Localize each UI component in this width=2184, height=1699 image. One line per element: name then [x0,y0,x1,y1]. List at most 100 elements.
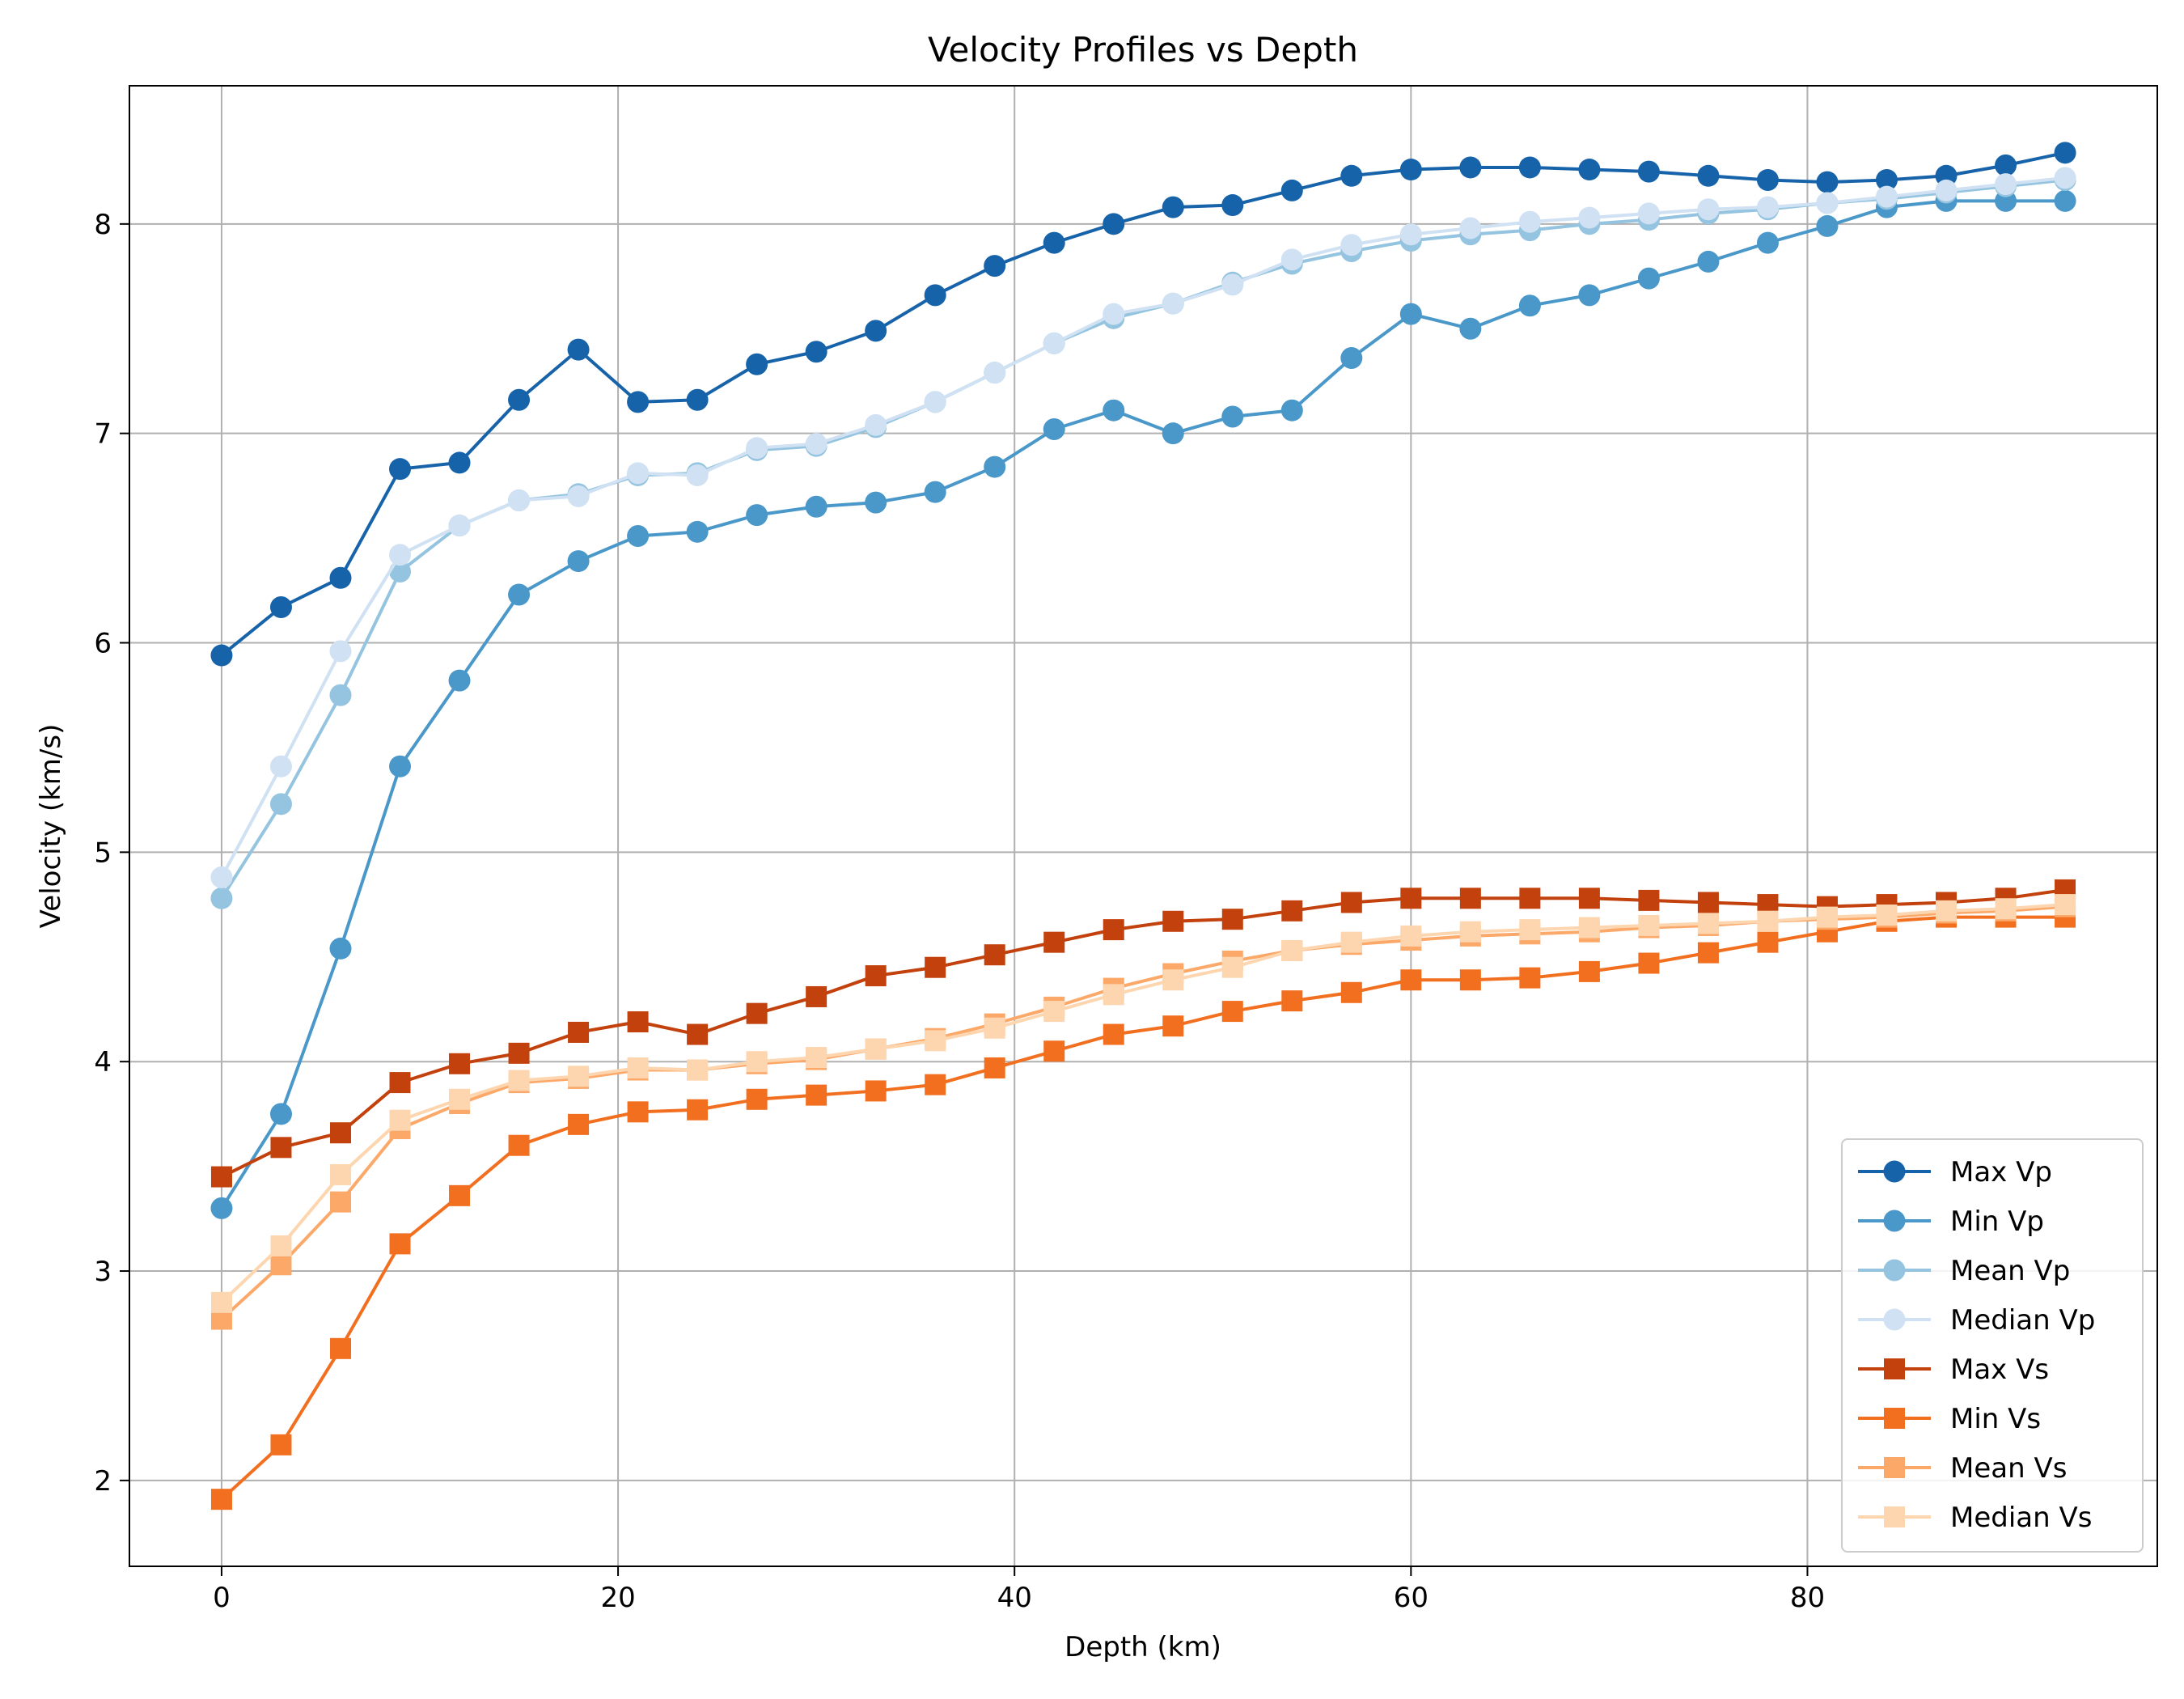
data-point [1162,422,1184,445]
data-point [627,462,650,485]
data-point [210,644,233,667]
data-point [865,491,887,514]
data-point [1875,185,1898,208]
data-point [449,1184,471,1206]
data-point [1103,213,1125,235]
legend-item: Mean Vp [1858,1255,2070,1287]
data-point [1578,284,1601,307]
data-point [746,1002,768,1024]
data-point [1637,202,1660,225]
data-point [627,1101,649,1123]
legend-swatch-marker [1884,1506,1905,1527]
data-point [1340,892,1362,913]
data-point [805,341,827,363]
data-point [1221,273,1244,296]
data-point [925,956,946,978]
y-tick-label: 3 [94,1256,112,1288]
legend-swatch-marker [1883,1160,1906,1183]
legend-label: Mean Vs [1950,1452,2067,1485]
data-point [1459,217,1482,239]
data-point [1757,931,1779,953]
data-point [924,481,946,503]
data-point [1519,967,1541,989]
data-point [210,1489,232,1510]
data-point [1936,900,1958,922]
data-point [1995,898,2017,920]
data-point [1400,969,1422,991]
data-point [1697,250,1720,273]
data-point [865,320,887,342]
y-axis-label: Velocity (km/s) [35,724,67,929]
data-point [1459,888,1481,909]
data-point [1459,969,1481,991]
data-point [1638,952,1660,974]
data-point [1280,179,1303,201]
data-point [270,1235,292,1256]
data-point [1281,900,1303,922]
data-point [924,391,946,413]
data-point [389,544,412,566]
data-point [1043,931,1065,953]
data-point [1519,919,1541,941]
data-point [329,684,352,706]
data-point [1340,981,1362,1003]
x-tick-label: 60 [1394,1582,1428,1614]
data-point [2054,142,2076,164]
data-point [1638,889,1660,911]
x-axis-label: Depth (km) [1064,1631,1221,1663]
legend-item: Median Vp [1858,1304,2095,1337]
data-point [1043,231,1065,254]
data-point [329,1191,351,1213]
data-point [865,1038,887,1060]
data-point [508,583,531,606]
plot-frame [129,85,2158,1567]
data-point [448,451,471,474]
data-point [270,1434,292,1455]
data-point [508,489,531,512]
data-point [1043,417,1065,440]
data-point [508,1042,530,1064]
data-point [1876,905,1898,926]
data-point [448,515,471,537]
data-point [1995,173,2017,196]
data-point [925,1030,946,1052]
x-tick-label: 20 [600,1582,635,1614]
data-point [1043,332,1065,354]
data-point [1756,168,1779,191]
data-point [567,338,590,361]
data-point [1281,990,1303,1012]
legend-label: Median Vs [1950,1502,2092,1534]
data-point [1043,1001,1065,1023]
data-point [627,391,650,413]
data-point [1578,206,1601,229]
data-point [508,1134,530,1156]
data-point [687,1023,709,1045]
data-point [269,596,292,619]
legend-item: Median Vs [1858,1502,2092,1534]
data-point [1103,984,1124,1006]
data-point [865,413,887,436]
data-point [1221,194,1244,217]
data-point [1757,910,1779,932]
legend-box [1841,1138,2144,1553]
data-point [984,944,1005,966]
data-point [1935,179,1958,201]
data-point [508,388,531,411]
legend-item: Min Vs [1858,1403,2041,1435]
series-max-vp [210,142,2076,667]
legend-swatch-marker [1883,1210,1906,1232]
data-point [805,495,827,518]
y-tick-label: 4 [94,1046,112,1078]
legend-label: Max Vs [1950,1354,2049,1386]
data-point [1519,888,1541,909]
data-point [389,1109,411,1131]
data-point [627,1057,649,1078]
data-point [1816,214,1839,237]
data-point [1162,1015,1184,1037]
data-point [1518,294,1541,317]
ticks: 0 20 40 60 80 2 3 4 5 6 7 8 [94,209,1825,1614]
data-point [806,1047,827,1069]
data-point [1043,1040,1065,1062]
y-tick-label: 2 [94,1465,112,1498]
